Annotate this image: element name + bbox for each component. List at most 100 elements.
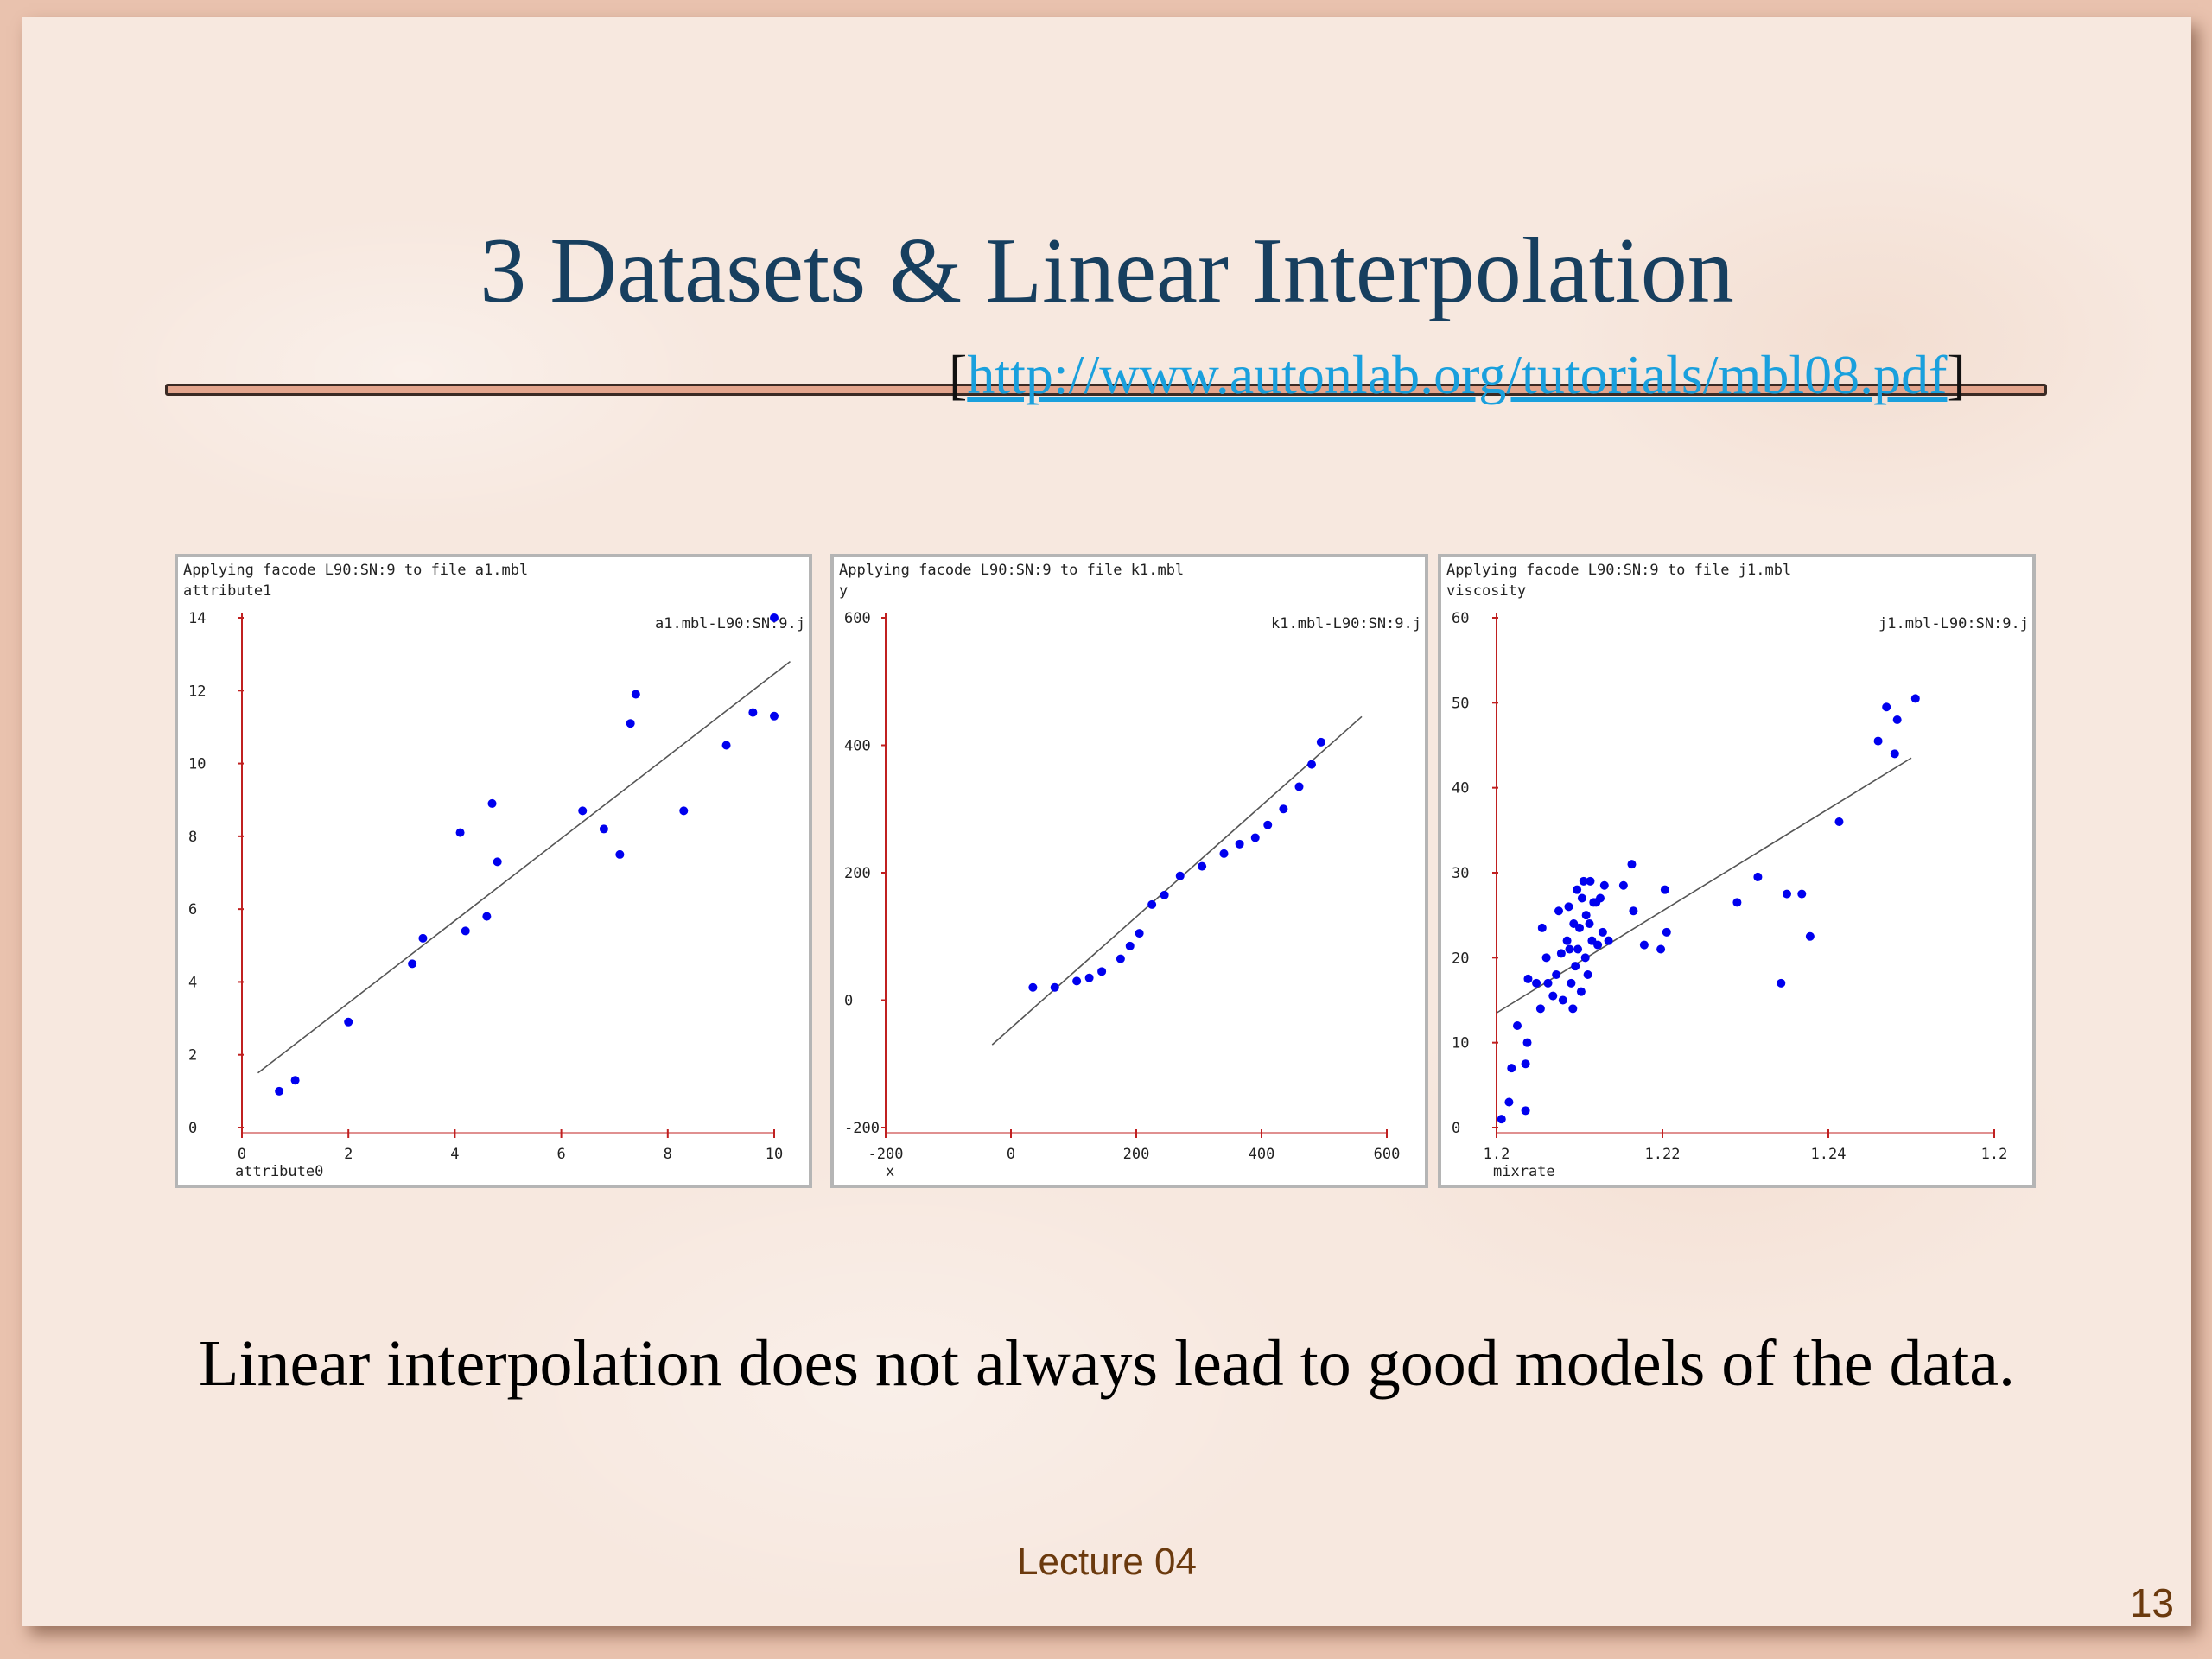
data-point bbox=[1639, 940, 1649, 950]
x-tick-label: 0 bbox=[238, 1146, 246, 1163]
data-point bbox=[1797, 889, 1807, 899]
data-point bbox=[344, 1017, 353, 1027]
y-tick-label: 20 bbox=[1452, 950, 1469, 967]
data-point bbox=[1910, 694, 1920, 703]
data-point bbox=[1585, 919, 1594, 928]
x-tick-label: 200 bbox=[1123, 1146, 1150, 1163]
x-tick-label: 1.2 bbox=[1981, 1146, 2008, 1163]
data-point bbox=[1160, 890, 1169, 899]
data-point bbox=[748, 708, 758, 717]
data-point bbox=[1556, 949, 1566, 958]
data-point bbox=[1656, 944, 1666, 954]
data-point bbox=[1627, 860, 1637, 869]
fit-line bbox=[991, 715, 1363, 1046]
x-tick-label: 1.24 bbox=[1811, 1146, 1847, 1163]
y-tick-label: 8 bbox=[188, 829, 197, 846]
data-point bbox=[408, 959, 417, 969]
chart-header: Applying facode L90:SN:9 to file j1.mbl bbox=[1446, 562, 1791, 579]
data-point bbox=[1892, 715, 1902, 724]
slide: 3 Datasets & Linear Interpolation [http:… bbox=[22, 17, 2191, 1626]
data-point bbox=[1521, 1059, 1530, 1069]
y-tick-label: 2 bbox=[188, 1047, 197, 1065]
data-point bbox=[1513, 1021, 1522, 1030]
data-point bbox=[1890, 749, 1899, 759]
y-tick-label: 0 bbox=[1452, 1120, 1460, 1137]
data-point bbox=[1834, 817, 1844, 826]
x-tick-label: -200 bbox=[868, 1146, 904, 1163]
fit-line bbox=[257, 660, 791, 1074]
data-point bbox=[461, 926, 470, 936]
reference-link[interactable]: http://www.autonlab.org/tutorials/mbl08.… bbox=[967, 344, 1948, 405]
data-point bbox=[1535, 1004, 1545, 1014]
data-point bbox=[1579, 876, 1588, 886]
y-tick-label: 12 bbox=[188, 683, 206, 700]
y-tick-label: 600 bbox=[844, 610, 871, 627]
data-point bbox=[1263, 820, 1273, 830]
chart-panel-j1: Applying facode L90:SN:9 to file j1.mbl v… bbox=[1438, 554, 2036, 1188]
data-point bbox=[1586, 876, 1595, 886]
scatter-chart: Applying facode L90:SN:9 to file k1.mbl y… bbox=[839, 562, 1421, 1180]
x-tick-label: 6 bbox=[556, 1146, 565, 1163]
y-tick-label: 6 bbox=[188, 901, 197, 918]
data-point bbox=[1235, 839, 1244, 849]
data-point bbox=[1554, 906, 1563, 916]
data-point bbox=[1316, 737, 1325, 747]
data-point bbox=[721, 741, 731, 750]
data-point bbox=[1532, 978, 1541, 988]
data-point bbox=[599, 824, 608, 834]
data-point bbox=[1629, 906, 1638, 916]
data-point bbox=[1873, 736, 1883, 746]
x-axis-label: x bbox=[886, 1163, 894, 1180]
data-point bbox=[1567, 978, 1576, 988]
y-tick-label: 10 bbox=[1452, 1035, 1469, 1052]
data-point bbox=[631, 690, 640, 699]
y-tick-label: 400 bbox=[844, 738, 871, 755]
slide-title: 3 Datasets & Linear Interpolation bbox=[480, 219, 1734, 322]
data-point bbox=[578, 806, 588, 816]
y-axis-label: y bbox=[839, 582, 848, 600]
reference-close-bracket: ] bbox=[1947, 344, 1966, 405]
data-point bbox=[1050, 982, 1059, 992]
data-point bbox=[1116, 954, 1125, 963]
data-point bbox=[275, 1086, 284, 1096]
x-tick-label: 8 bbox=[664, 1146, 672, 1163]
legend-label: j1.mbl-L90:SN:9.j bbox=[1878, 615, 2029, 632]
data-point bbox=[1581, 911, 1591, 920]
data-point bbox=[1732, 898, 1742, 907]
data-point bbox=[1522, 1038, 1532, 1047]
data-point bbox=[1882, 702, 1891, 712]
data-point bbox=[1593, 940, 1603, 950]
data-point bbox=[615, 849, 625, 859]
y-tick-label: 14 bbox=[188, 610, 206, 627]
data-point bbox=[1537, 923, 1547, 932]
data-point bbox=[1599, 880, 1609, 890]
data-point bbox=[1135, 929, 1144, 938]
data-point bbox=[1576, 987, 1586, 996]
legend-label: k1.mbl-L90:SN:9.j bbox=[1271, 615, 1421, 632]
data-point bbox=[1097, 967, 1107, 976]
caption: Linear interpolation does not always lea… bbox=[198, 1327, 2016, 1400]
data-point bbox=[1541, 953, 1551, 963]
x-tick-label: 10 bbox=[766, 1146, 783, 1163]
data-point bbox=[1777, 978, 1786, 988]
data-point bbox=[1198, 861, 1207, 871]
y-tick-label: 50 bbox=[1452, 695, 1469, 712]
x-tick-label: 0 bbox=[1007, 1146, 1015, 1163]
y-tick-label: 0 bbox=[844, 993, 853, 1010]
footer-lecture: Lecture 04 bbox=[1017, 1541, 1197, 1583]
chart-panel-a1: Applying facode L90:SN:9 to file a1.mbl a… bbox=[175, 554, 812, 1188]
x-tick-label: 600 bbox=[1374, 1146, 1401, 1163]
reference: [http://www.autonlab.org/tutorials/mbl08… bbox=[949, 347, 1966, 403]
data-point bbox=[1028, 982, 1038, 992]
data-point bbox=[1279, 804, 1288, 814]
data-point bbox=[1558, 995, 1567, 1005]
data-point bbox=[482, 912, 492, 921]
data-point bbox=[493, 857, 502, 867]
chart-header: Applying facode L90:SN:9 to file k1.mbl bbox=[839, 562, 1184, 579]
data-point bbox=[1147, 899, 1157, 909]
data-point bbox=[1596, 893, 1605, 903]
page-number: 13 bbox=[2129, 1580, 2174, 1625]
chart-header: Applying facode L90:SN:9 to file a1.mbl bbox=[183, 562, 528, 579]
data-point bbox=[1564, 902, 1573, 912]
y-tick-label: 4 bbox=[188, 974, 197, 991]
